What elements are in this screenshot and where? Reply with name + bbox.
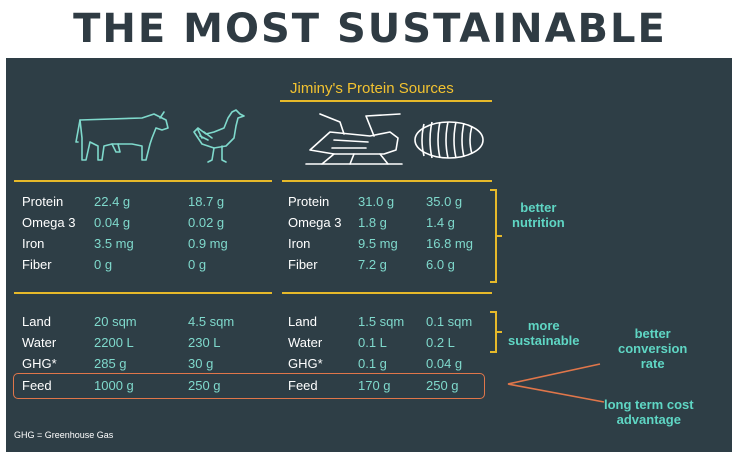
sustainability-value: 0.1 g	[358, 356, 387, 371]
nutrition-value: 9.5 mg	[358, 236, 398, 251]
sustainability-label: Land	[288, 314, 317, 329]
nutrition-label: Protein	[22, 194, 64, 209]
nutrition-label: Omega 3	[22, 215, 76, 230]
nutrition-value: 35.0 g	[426, 194, 463, 209]
divider-right-top	[282, 180, 492, 182]
nutrition-value: 0.04 g	[94, 215, 131, 230]
sustainability-value: 30 g	[188, 356, 214, 371]
nutrition-value: 0.9 mg	[188, 236, 228, 251]
note-more-sustainable-text: more sustainable	[508, 318, 580, 348]
nutrition-value: 0 g	[94, 257, 113, 272]
sustainability-value: 230 L	[188, 335, 221, 350]
nutrition-value: 6.0 g	[426, 257, 455, 272]
sustainability-value: 1.5 sqm	[358, 314, 405, 329]
protein-sources-header: Jiminy's Protein Sources	[290, 80, 454, 97]
sustainability-value: 0.1 L	[358, 335, 387, 350]
nutrition-label: Fiber	[22, 257, 52, 272]
sustainability-value: 1000 g	[94, 378, 134, 393]
nutrition-label: Iron	[22, 236, 45, 251]
note-more-sustainable: more sustainable	[508, 318, 580, 348]
sustainability-label: Land	[22, 314, 51, 329]
note-better-conversion: better conversion rate	[618, 326, 687, 371]
sustainability-value: 0.1 sqm	[426, 314, 473, 329]
feed-highlight-box	[13, 373, 485, 399]
note-better-nutrition: better nutrition	[512, 200, 565, 230]
nutrition-value: 0.02 g	[188, 215, 225, 230]
chicken-icon	[193, 109, 245, 163]
sustainability-label: GHG*	[288, 356, 323, 371]
nutrition-value: 1.4 g	[426, 215, 455, 230]
sustainability-label: Water	[22, 335, 57, 350]
note-cost-advantage: long term cost advantage	[604, 397, 694, 427]
nutrition-value: 16.8 mg	[426, 236, 473, 251]
nutrition-value: 3.5 mg	[94, 236, 134, 251]
divider-left-middle	[14, 292, 272, 294]
note-better-nutrition-text: better nutrition	[512, 200, 565, 230]
sustainability-value: 250 g	[188, 378, 221, 393]
nutrition-value: 22.4 g	[94, 194, 131, 209]
sustainability-value: 285 g	[94, 356, 127, 371]
cow-icon	[75, 111, 169, 161]
header-underline	[280, 100, 492, 102]
sustainability-value: 170 g	[358, 378, 391, 393]
sustainability-value: 2200 L	[94, 335, 134, 350]
sustainability-label: Water	[288, 335, 323, 350]
sustainability-value: 250 g	[426, 378, 459, 393]
nutrition-label: Iron	[288, 236, 311, 251]
sustainability-label: Feed	[288, 378, 318, 393]
nutrition-label: Fiber	[288, 257, 318, 272]
note-better-conversion-text: better conversion rate	[618, 326, 688, 371]
footnote: GHG = Greenhouse Gas	[14, 430, 114, 440]
nutrition-value: 0 g	[188, 257, 207, 272]
sustainability-value: 0.2 L	[426, 335, 455, 350]
sustainability-label: Feed	[22, 378, 52, 393]
page-title: THE MOST SUSTAINABLE	[73, 6, 667, 52]
nutrition-label: Omega 3	[288, 215, 342, 230]
note-cost-advantage-text: long term cost advantage	[604, 397, 694, 427]
sustainability-value: 4.5 sqm	[188, 314, 235, 329]
nutrition-value: 31.0 g	[358, 194, 395, 209]
nutrition-value: 7.2 g	[358, 257, 387, 272]
divider-left-top	[14, 180, 272, 182]
sustainability-label: GHG*	[22, 356, 57, 371]
nutrition-label: Protein	[288, 194, 330, 209]
nutrition-value: 18.7 g	[188, 194, 225, 209]
sustainability-value: 0.04 g	[426, 356, 463, 371]
mealworm-icon	[414, 121, 484, 159]
cricket-icon	[305, 113, 403, 165]
sustainability-value: 20 sqm	[94, 314, 137, 329]
divider-right-middle	[282, 292, 492, 294]
nutrition-value: 1.8 g	[358, 215, 387, 230]
